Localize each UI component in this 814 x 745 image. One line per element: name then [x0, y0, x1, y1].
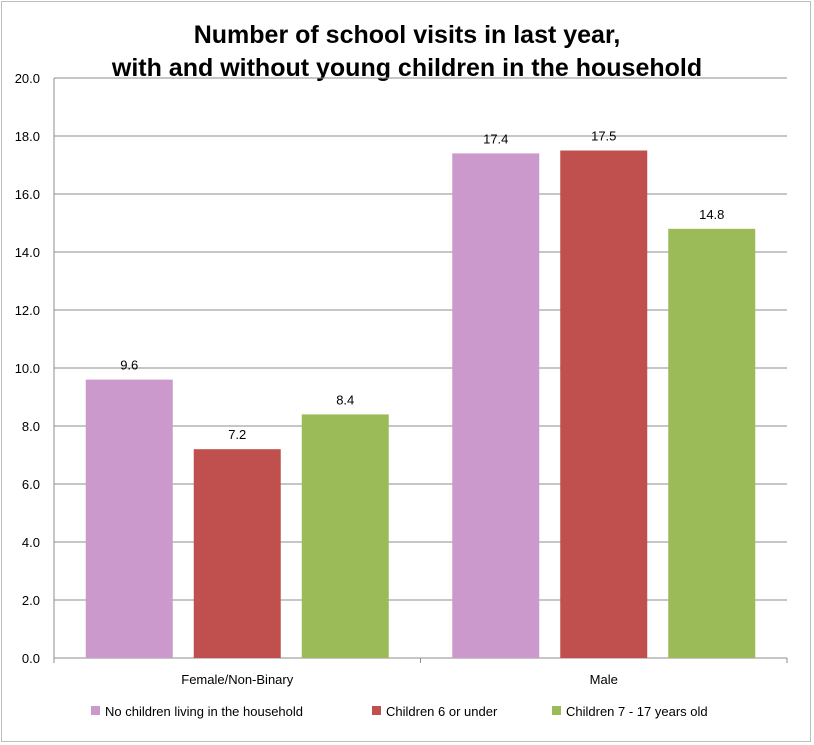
legend-label: Children 6 or under: [386, 704, 498, 719]
y-tick-label: 20.0: [15, 71, 40, 86]
y-tick-label: 10.0: [15, 361, 40, 376]
y-tick-label: 12.0: [15, 303, 40, 318]
chart-title-line: Number of school visits in last year,: [194, 21, 621, 49]
y-tick-label: 8.0: [22, 419, 40, 434]
bar: [301, 414, 389, 658]
data-label: 17.5: [591, 129, 616, 144]
bar: [560, 150, 648, 658]
y-tick-label: 2.0: [22, 593, 40, 608]
chart-title-line: with and without young children in the h…: [111, 54, 702, 82]
y-tick-label: 14.0: [15, 245, 40, 260]
data-label: 7.2: [228, 427, 246, 442]
legend-swatch: [372, 706, 381, 715]
legend-label: Children 7 - 17 years old: [566, 704, 708, 719]
data-label: 9.6: [120, 358, 138, 373]
y-tick-label: 18.0: [15, 129, 40, 144]
bar: [193, 449, 281, 658]
y-tick-label: 16.0: [15, 187, 40, 202]
legend-swatch: [552, 706, 561, 715]
bar: [452, 153, 540, 658]
data-label: 17.4: [483, 131, 508, 146]
category-label: Female/Non-Binary: [181, 672, 293, 687]
bar: [668, 228, 756, 659]
data-label: 8.4: [336, 392, 354, 407]
legend-swatch: [91, 706, 100, 715]
y-tick-label: 4.0: [22, 535, 40, 550]
y-tick-label: 6.0: [22, 477, 40, 492]
bar: [85, 379, 173, 658]
y-tick-label: 0.0: [22, 651, 40, 666]
data-label: 14.8: [699, 207, 724, 222]
legend-label: No children living in the household: [105, 704, 303, 719]
category-label: Male: [590, 672, 618, 687]
